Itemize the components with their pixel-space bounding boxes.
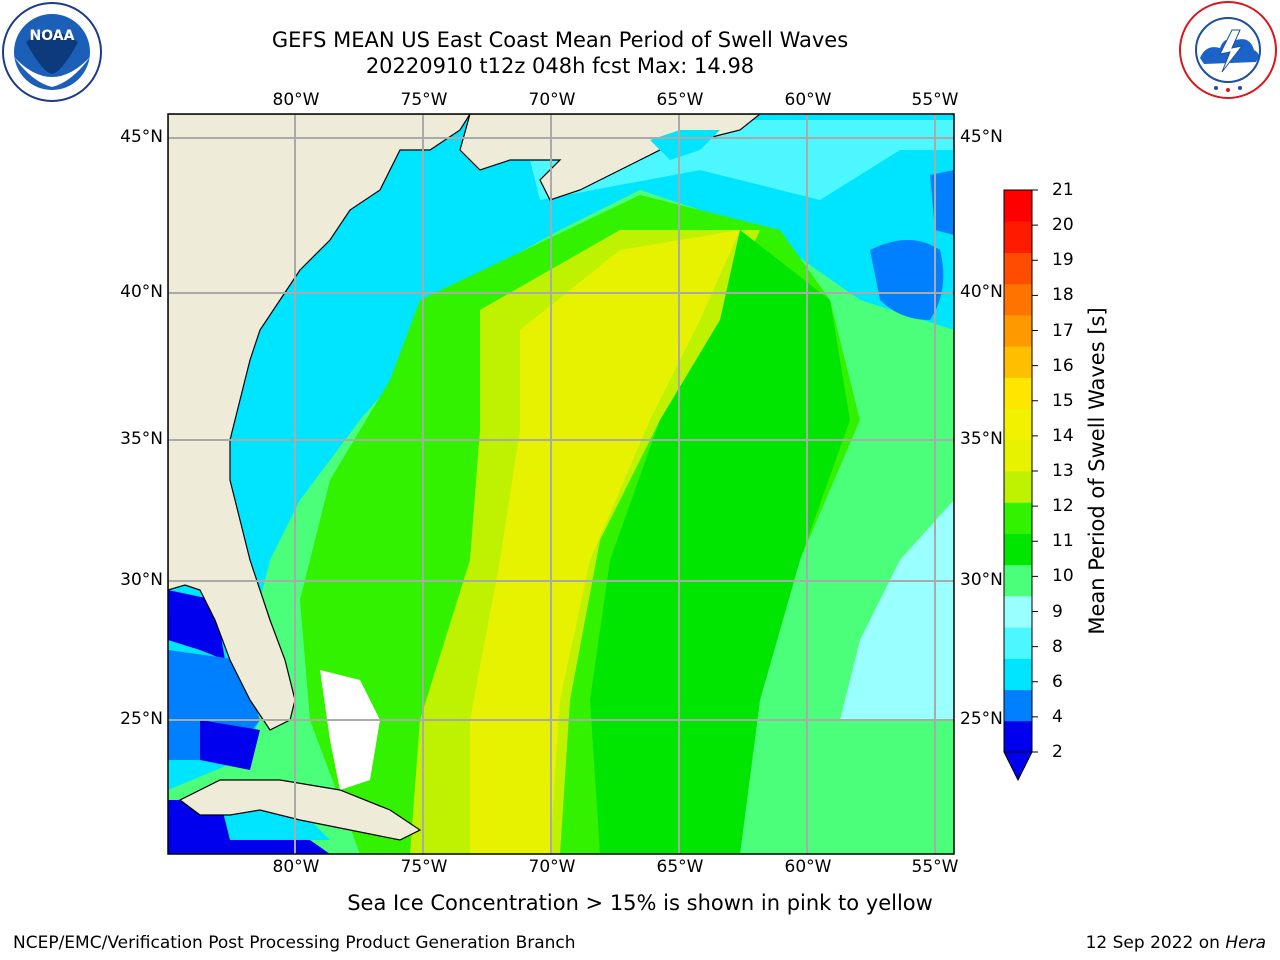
lat-label-right: 25°N: [960, 709, 1003, 729]
colorbar-label: Mean Period of Swell Waves [s]: [1085, 307, 1109, 635]
lat-label-left: 40°N: [120, 282, 163, 302]
colorbar-swatch: [1004, 533, 1032, 566]
colorbar-tick-label: 15: [1052, 390, 1074, 411]
host-name: Hera: [1225, 933, 1266, 953]
lon-label-top: 80°W: [272, 90, 320, 110]
lat-label-left: 35°N: [120, 429, 163, 449]
colorbar-swatch: [1004, 314, 1032, 347]
colorbar-tick-label: 8: [1052, 636, 1063, 657]
colorbar-tick-label: 11: [1052, 531, 1074, 552]
colorbar-swatch: [1004, 377, 1032, 410]
colorbar-swatch: [1004, 720, 1032, 753]
lon-label-top: 70°W: [528, 90, 576, 110]
date-text: 12 Sep 2022 on: [1085, 933, 1220, 953]
credit-line: NCEP/EMC/Verification Post Processing Pr…: [13, 933, 576, 953]
colorbar-tick-label: 12: [1052, 496, 1074, 517]
colorbar-tick-label: 2: [1052, 742, 1063, 762]
lat-label-right: 35°N: [960, 429, 1003, 449]
date-line: 12 Sep 2022 on Hera: [1086, 933, 1266, 953]
colorbar-tick-label: 19: [1052, 250, 1074, 271]
lon-label-bottom: 55°W: [911, 857, 959, 877]
colorbar-swatch: [1004, 283, 1032, 316]
chart-subtitle: 20220910 t12z 048h fcst Max: 14.98: [365, 54, 755, 78]
lat-label-left: 30°N: [120, 570, 163, 590]
colorbar-swatch: [1004, 252, 1032, 285]
map-frame: [167, 113, 955, 855]
colorbar-tick-label: 6: [1052, 671, 1063, 692]
colorbar-swatch: [1004, 471, 1032, 503]
lon-label-bottom: 75°W: [400, 857, 448, 877]
colorbar-tick-label: 10: [1052, 566, 1074, 587]
svg-text:NOAA: NOAA: [30, 28, 75, 44]
lat-label-right: 45°N: [960, 127, 1003, 147]
lon-label-bottom: 60°W: [784, 857, 832, 877]
colorbar-swatch: [1004, 439, 1032, 472]
lon-label-top: 75°W: [400, 90, 448, 110]
sea-ice-note: Sea Ice Concentration > 15% is shown in …: [347, 891, 933, 915]
colorbar: [1003, 189, 1038, 782]
lat-label-left: 25°N: [120, 709, 163, 729]
lat-label-right: 40°N: [960, 282, 1003, 302]
colorbar-tick-label: 13: [1052, 461, 1074, 481]
colorbar-swatch: [1004, 221, 1032, 253]
colorbar-swatch: [1004, 564, 1032, 597]
lon-label-top: 60°W: [784, 90, 832, 110]
colorbar-extend-triangle: [1003, 751, 1033, 782]
colorbar-swatch: [1004, 502, 1032, 534]
colorbar-swatch: [1004, 658, 1032, 691]
colorbar-swatch: [1004, 408, 1032, 441]
colorbar-tick-label: 16: [1052, 355, 1074, 376]
colorbar-tick-label: 17: [1052, 320, 1074, 341]
lon-label-bottom: 70°W: [528, 857, 576, 877]
nws-logo: [1179, 1, 1277, 99]
colorbar-swatch: [1004, 595, 1032, 628]
lon-label-bottom: 65°W: [656, 857, 704, 877]
colorbar-swatch: [1004, 627, 1032, 659]
lon-label-top: 55°W: [911, 90, 959, 110]
colorbar-tick-label: 18: [1052, 285, 1074, 306]
colorbar-swatch: [1004, 689, 1032, 722]
colorbar-tick-label: 9: [1052, 601, 1063, 622]
lon-label-top: 65°W: [656, 90, 704, 110]
lon-label-bottom: 80°W: [272, 857, 320, 877]
colorbar-swatch: [1004, 190, 1032, 222]
colorbar-tick-label: 20: [1052, 215, 1074, 236]
map-field: [168, 114, 954, 854]
colorbar-tick-label: 21: [1052, 180, 1074, 200]
lat-label-right: 30°N: [960, 570, 1003, 590]
colorbar-tick-label: 4: [1052, 706, 1063, 727]
colorbar-swatch: [1004, 346, 1032, 378]
colorbar-tick-label: 14: [1052, 425, 1074, 446]
map-gridlines: [168, 114, 954, 854]
noaa-logo: NOAA: [2, 2, 102, 102]
chart-title: GEFS MEAN US East Coast Mean Period of S…: [271, 28, 849, 52]
lat-label-left: 45°N: [120, 127, 163, 147]
